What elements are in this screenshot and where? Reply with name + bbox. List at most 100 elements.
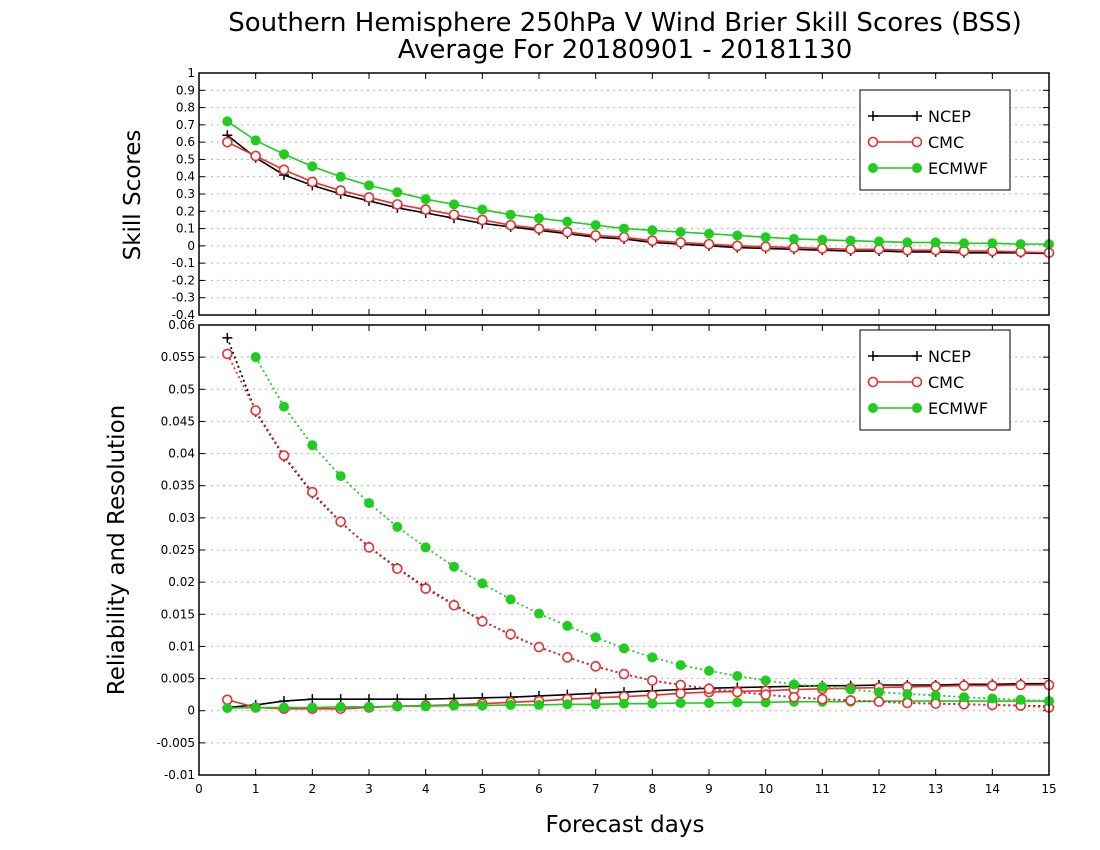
- marker-ecmwf-top-2-18: [732, 230, 743, 241]
- top-y-tick-label-11: 0.7: [176, 118, 195, 132]
- marker-cmc-bottom-4-15: [647, 675, 658, 686]
- marker-ecmwf-top-2-6: [392, 187, 403, 198]
- marker-ecmwf-bottom-5-26: [987, 693, 998, 704]
- marker-ecmwf-top-2-0: [222, 116, 233, 127]
- bottom-legend: NCEP CMC ECMWF: [859, 329, 1011, 431]
- marker-ecmwf-top-2-16: [675, 227, 686, 238]
- bottom-x-tick-label-3: 3: [365, 782, 373, 796]
- marker-cmc-top-1-9: [477, 214, 488, 226]
- marker-ecmwf-bottom-2-5: [364, 701, 374, 712]
- marker-cmc-bottom-4-22: [845, 695, 856, 706]
- marker-cmc-top-1-6: [392, 199, 403, 210]
- marker-ecmwf-bottom-5-15: [675, 660, 686, 671]
- marker-ecmwf-top-2-13: [590, 220, 601, 231]
- bottom-x-tick-label-4: 4: [422, 782, 430, 796]
- bottom-line-cmc-reliability: [227, 684, 1049, 710]
- bottom-y-tick-label-6: 0.02: [168, 575, 195, 589]
- bottom-x-tick-label-1: 1: [252, 782, 260, 796]
- marker-cmc-bottom-1-28: [1015, 679, 1026, 691]
- marker-cmc-bottom-4-18: [732, 686, 743, 698]
- marker-cmc-top-1-1: [250, 150, 261, 162]
- marker-cmc-bottom-4-23: [873, 696, 885, 708]
- marker-ecmwf-top-2-21: [817, 234, 828, 245]
- marker-ecmwf-bottom-2-10: [505, 699, 516, 710]
- marker-cmc-bottom-1-25: [930, 680, 941, 692]
- top-y-tick-label-13: 0.9: [176, 83, 195, 97]
- top-y-tick-label-5: 0.1: [176, 222, 195, 236]
- marker-cmc-top-1-3: [307, 176, 318, 188]
- marker-ecmwf-top-2-26: [959, 238, 969, 249]
- bottom-y-tick-label-9: 0.035: [161, 479, 195, 493]
- top-y-tick-label-4: 0: [187, 239, 195, 253]
- marker-cmc-bottom-4-2: [278, 450, 290, 461]
- bottom-y-tick-label-10: 0.04: [168, 447, 195, 461]
- marker-cmc-top-legend-a-1: [867, 136, 879, 148]
- marker-ecmwf-bottom-2-9: [477, 700, 488, 711]
- marker-ecmwf-top-2-7: [420, 194, 431, 205]
- bottom-x-tick-label-9: 9: [705, 782, 713, 796]
- top-panel: -0.4 -0.3 -0.2 -0.1 0 0.1 0.2 0.3 0.4 0.5 0.6 0.7 0.…: [172, 66, 1055, 322]
- top-legend: NCEP CMC ECMWF: [859, 89, 1011, 191]
- marker-ecmwf-bottom-5-25: [959, 692, 969, 703]
- marker-cmc-bottom-4-17: [703, 683, 715, 695]
- bottom-y-tick-label-7: 0.025: [161, 543, 195, 557]
- marker-cmc-top-1-15: [647, 235, 658, 246]
- bottom-y-tick-label-4: 0.01: [168, 639, 195, 653]
- marker-ecmwf-bottom-5-24: [930, 690, 941, 701]
- bottom-y-axis-title: Reliability and Resolution: [104, 405, 130, 695]
- marker-ecmwf-bottom-5-10: [534, 608, 544, 619]
- marker-cmc-bottom-4-8: [448, 599, 460, 611]
- top-legend-label-cmc: CMC: [928, 133, 964, 152]
- marker-ecmwf-bottom-5-19: [789, 679, 799, 690]
- marker-ecmwf-bottom-5-14: [647, 652, 658, 663]
- top-y-tick-label-14: 1: [187, 66, 195, 80]
- marker-ecmwf-bottom-5-12: [590, 632, 601, 643]
- bottom-x-tick-label-10: 10: [758, 782, 773, 796]
- bottom-x-tick-label-8: 8: [649, 782, 657, 796]
- marker-ecmwf-bottom-2-18: [732, 697, 743, 708]
- bottom-legend-label-ncep: NCEP: [928, 347, 971, 366]
- bottom-y-tick-label-1: -0.005: [156, 736, 195, 750]
- marker-cmc-top-1-0: [222, 136, 233, 148]
- marker-cmc-bottom-4-3: [307, 486, 318, 498]
- marker-ecmwf-top-2-27: [987, 238, 998, 249]
- bottom-plot-frame: [198, 324, 1050, 776]
- top-y-tick-label-9: 0.5: [176, 152, 195, 166]
- marker-ecmwf-bottom-2-13: [590, 699, 601, 710]
- marker-ecmwf-bottom-5-5: [392, 521, 403, 532]
- marker-cmc-top-1-21: [817, 243, 828, 254]
- marker-cmc-bottom-4-9: [477, 616, 488, 627]
- marker-ecmwf-top-2-19: [760, 232, 771, 243]
- marker-cmc-top-1-22: [845, 244, 856, 255]
- bottom-x-tick-label-15: 15: [1041, 782, 1056, 796]
- marker-cmc-top-1-14: [618, 231, 630, 243]
- bottom-y-tick-label-13: 0.055: [161, 350, 195, 364]
- marker-ecmwf-top-2-10: [505, 209, 516, 220]
- top-y-tick-label-3: -0.1: [172, 256, 195, 270]
- marker-ecmwf-bottom-5-13: [619, 643, 629, 654]
- marker-ecmwf-top-legend-b-2: [912, 163, 922, 173]
- marker-cmc-top-1-8: [448, 209, 460, 221]
- marker-cmc-bottom-4-19: [760, 689, 771, 700]
- marker-ecmwf-bottom-5-1: [279, 401, 289, 412]
- marker-ecmwf-bottom-5-0: [250, 352, 261, 363]
- marker-ecmwf-bottom-2-6: [392, 701, 403, 712]
- bottom-x-tick-label-5: 5: [479, 782, 487, 796]
- marker-ecmwf-bottom-5-22: [874, 687, 884, 698]
- marker-ecmwf-bottom-2-7: [420, 701, 431, 712]
- marker-ecmwf-bottom-2-1: [250, 702, 261, 713]
- marker-cmc-bottom-4-14: [618, 668, 630, 680]
- marker-ecmwf-bottom-5-21: [845, 684, 856, 695]
- marker-cmc-top-1-20: [788, 242, 800, 253]
- top-legend-label-ecmwf: ECMWF: [928, 159, 988, 178]
- marker-ecmwf-bottom-2-14: [619, 698, 629, 709]
- bottom-x-tick-label-11: 11: [815, 782, 830, 796]
- marker-ecmwf-top-2-25: [930, 237, 941, 248]
- marker-ecmwf-top-2-14: [619, 223, 629, 234]
- marker-ecmwf-top-2-22: [845, 235, 856, 246]
- marker-cmc-top-1-17: [703, 238, 715, 250]
- bottom-x-tick-label-2: 2: [309, 782, 317, 796]
- marker-cmc-bottom-4-4: [335, 516, 346, 528]
- top-legend-label-ncep: NCEP: [928, 107, 971, 126]
- marker-ecmwf-top-2-11: [534, 213, 544, 224]
